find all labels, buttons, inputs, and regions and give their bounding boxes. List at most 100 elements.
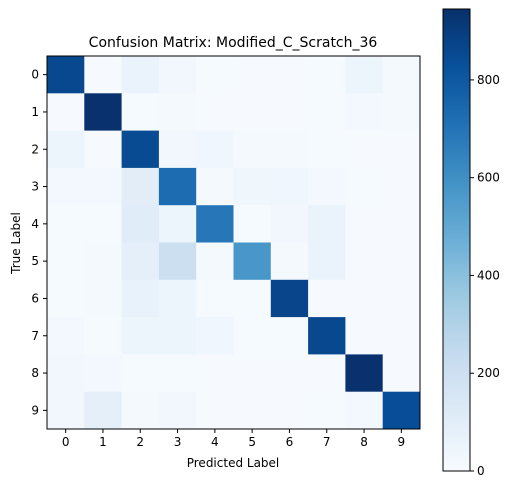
heatmap-cell-r8-c8 (345, 354, 384, 393)
heatmap-cell-r9-c5 (233, 391, 272, 430)
heatmap-cell-r9-c8 (345, 391, 384, 430)
heatmap-cell-r3-c2 (121, 167, 160, 206)
heatmap-cell-r0-c8 (345, 56, 384, 94)
heatmap-cell-r7-c6 (270, 317, 309, 355)
heatmap-cell-r2-c7 (308, 130, 346, 169)
heatmap-cell-r5-c4 (196, 242, 234, 281)
plot-frame (46, 55, 421, 430)
x-tick-label: 2 (136, 435, 144, 449)
x-tick-label: 5 (248, 435, 256, 449)
heatmap-cell-r2-c8 (345, 130, 384, 169)
heatmap-cell-r8-c6 (270, 354, 309, 393)
heatmap-cell-r7-c5 (233, 317, 272, 355)
y-tick-label: 6 (31, 291, 39, 305)
y-tick-label: 4 (31, 217, 39, 231)
heatmap-cell-r9-c9 (382, 391, 421, 430)
heatmap-cell-r3-c8 (345, 167, 384, 206)
heatmap-cell-r1-c0 (47, 93, 85, 132)
y-axis-ticks: 0 1 2 3 4 5 6 7 8 9 (31, 68, 47, 417)
heatmap-cell-r6-c8 (345, 279, 384, 318)
colorbar-tick-label: 200 (477, 366, 500, 380)
y-tick-label: 9 (31, 403, 39, 417)
heatmap-cell-r4-c3 (158, 205, 197, 243)
x-axis-ticks: 0 1 2 3 4 5 6 7 8 9 (62, 429, 405, 449)
heatmap-cell-r7-c4 (196, 317, 234, 355)
x-tick-label: 6 (286, 435, 294, 449)
heatmap-cell-r7-c2 (121, 317, 160, 355)
y-tick-label: 1 (31, 105, 39, 119)
heatmap-cell-r9-c2 (121, 391, 160, 430)
heatmap-cell-r4-c0 (47, 205, 85, 243)
x-tick-label: 9 (398, 435, 406, 449)
heatmap-cell-r3-c1 (84, 167, 123, 206)
heatmap-cell-r9-c4 (196, 391, 234, 430)
heatmap-cell-r6-c6 (270, 279, 309, 318)
heatmap-cell-r6-c1 (84, 279, 123, 318)
x-tick-label: 7 (323, 435, 331, 449)
heatmap-cell-r3-c7 (308, 167, 346, 206)
heatmap-cell-r5-c1 (84, 242, 123, 281)
heatmap-cell-r7-c8 (345, 317, 384, 355)
heatmap-cell-r2-c3 (158, 130, 197, 169)
heatmap-cell-r3-c5 (233, 167, 272, 206)
heatmap-cell-r0-c4 (196, 56, 234, 94)
heatmap-cell-r1-c2 (121, 93, 160, 132)
heatmap-cell-r1-c5 (233, 93, 272, 132)
heatmap-cell-r0-c1 (84, 56, 123, 94)
heatmap-cell-r6-c2 (121, 279, 160, 318)
y-axis-label: True Label (9, 212, 23, 275)
heatmap-cell-r9-c3 (158, 391, 197, 430)
x-tick-label: 1 (99, 435, 107, 449)
x-tick-label: 0 (62, 435, 70, 449)
x-axis-label: Predicted Label (187, 456, 280, 470)
heatmap-cell-r5-c6 (270, 242, 309, 281)
heatmap-cell-r9-c6 (270, 391, 309, 430)
heatmap-cell-r2-c5 (233, 130, 272, 169)
heatmap-cell-r8-c1 (84, 354, 123, 393)
heatmap-cell-r9-c1 (84, 391, 123, 430)
heatmap-cell-r7-c3 (158, 317, 197, 355)
heatmap-cell-r7-c9 (382, 317, 421, 355)
heatmap-cell-r1-c7 (308, 93, 346, 132)
heatmap-cell-r3-c3 (158, 167, 197, 206)
colorbar-tick-label: 800 (477, 73, 500, 87)
colorbar-tick-label: 0 (477, 464, 485, 478)
heatmap-cell-r8-c3 (158, 354, 197, 393)
heatmap-cell-r5-c7 (308, 242, 346, 281)
heatmap-cell-r4-c6 (270, 205, 309, 243)
heatmap-cell-r5-c3 (158, 242, 197, 281)
x-tick-label: 4 (211, 435, 219, 449)
heatmap-cell-r9-c0 (47, 391, 85, 430)
heatmap-cell-r6-c0 (47, 279, 85, 318)
heatmap-cell-r7-c1 (84, 317, 123, 355)
colorbar-tick-label: 400 (477, 268, 500, 282)
heatmap-cell-r0-c0 (47, 56, 85, 94)
heatmap-cell-r2-c9 (382, 130, 421, 169)
heatmap-cell-r4-c2 (121, 205, 160, 243)
heatmap-cell-r8-c9 (382, 354, 421, 393)
heatmap-cell-r1-c1 (84, 93, 123, 132)
heatmap-cell-r4-c7 (308, 205, 346, 243)
x-tick-label: 3 (174, 435, 182, 449)
heatmap-cell-r1-c4 (196, 93, 234, 132)
heatmap-cell-r4-c1 (84, 205, 123, 243)
heatmap-cell-r4-c4 (196, 205, 234, 243)
heatmap-cell-r0-c6 (270, 56, 309, 94)
heatmap-cell-r1-c6 (270, 93, 309, 132)
heatmap-cell-r0-c7 (308, 56, 346, 94)
heatmap-cell-r2-c6 (270, 130, 309, 169)
heatmap-cell-r0-c5 (233, 56, 272, 94)
heatmap-cell-r1-c3 (158, 93, 197, 132)
heatmap-cell-r7-c7 (308, 317, 346, 355)
y-tick-label: 8 (31, 366, 39, 380)
heatmap-cell-r2-c2 (121, 130, 160, 169)
heatmap-cell-r3-c6 (270, 167, 309, 206)
y-tick-label: 5 (31, 254, 39, 268)
y-tick-label: 7 (31, 329, 39, 343)
heatmap-cell-r5-c8 (345, 242, 384, 281)
heatmap-cell-r2-c1 (84, 130, 123, 169)
heatmap-cell-r4-c9 (382, 205, 421, 243)
heatmap-cell-r8-c0 (47, 354, 85, 393)
